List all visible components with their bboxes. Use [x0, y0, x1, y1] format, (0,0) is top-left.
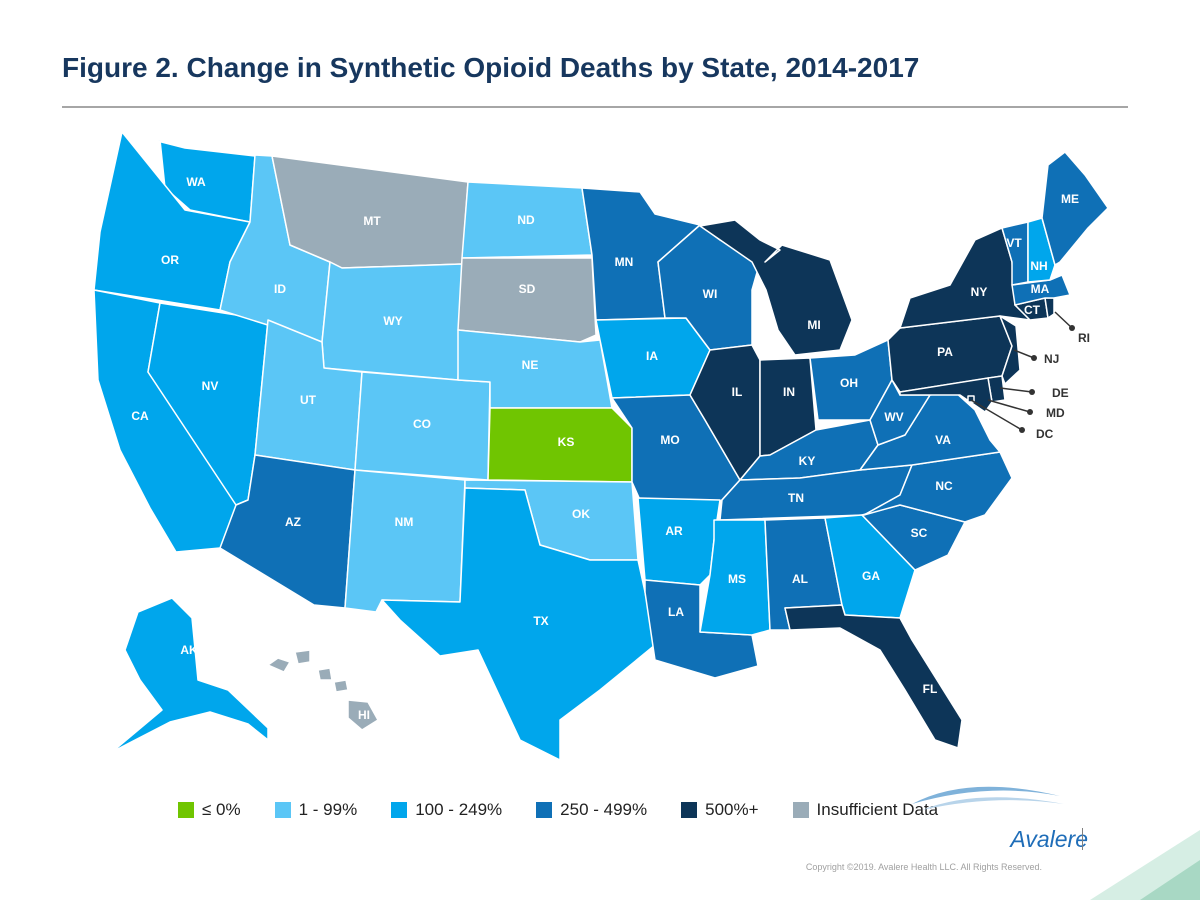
legend-item: 1 - 99% [274, 800, 358, 820]
svg-text:FL: FL [923, 682, 938, 696]
brand-logo: Avalere [1010, 826, 1088, 853]
svg-text:DE: DE [1052, 386, 1069, 400]
state-NC[interactable] [863, 451, 1013, 523]
svg-text:LA: LA [668, 605, 684, 619]
state-HI[interactable] [267, 649, 379, 731]
svg-text:WI: WI [703, 287, 718, 301]
svg-text:MO: MO [660, 433, 679, 447]
svg-text:IN: IN [783, 385, 795, 399]
legend-item: Insufficient Data [792, 800, 939, 820]
svg-text:MI: MI [807, 318, 820, 332]
brand-swoosh-logo [912, 786, 1064, 810]
state-NH[interactable] [1027, 217, 1056, 283]
state-MD[interactable] [899, 377, 993, 413]
state-MA[interactable] [1011, 274, 1071, 306]
legend-item: 250 - 499% [536, 800, 647, 820]
svg-text:HI: HI [358, 708, 370, 722]
svg-text:NH: NH [1030, 259, 1047, 273]
copyright-text: Copyright ©2019. Avalere Health LLC. All… [805, 862, 1042, 872]
state-AR[interactable] [637, 497, 721, 586]
svg-text:ID: ID [274, 282, 286, 296]
svg-text:MN: MN [615, 255, 634, 269]
legend-label: 100 - 249% [415, 800, 503, 819]
svg-text:AL: AL [792, 572, 808, 586]
svg-text:OK: OK [572, 507, 590, 521]
state-VT[interactable] [1001, 221, 1029, 286]
legend-label: 250 - 499% [560, 800, 648, 819]
brand-name: Avalere [1010, 826, 1088, 852]
svg-text:SC: SC [911, 526, 928, 540]
state-ME[interactable] [1041, 151, 1109, 266]
svg-text:IL: IL [732, 385, 743, 399]
state-NJ[interactable] [999, 315, 1021, 385]
svg-text:TX: TX [533, 614, 548, 628]
svg-text:OH: OH [840, 376, 858, 390]
state-AK[interactable] [111, 597, 269, 753]
svg-text:NE: NE [522, 358, 539, 372]
state-LA[interactable] [644, 579, 759, 679]
legend-swatch [391, 802, 408, 818]
svg-text:MS: MS [728, 572, 746, 586]
svg-text:GA: GA [862, 569, 880, 583]
brand-divider [1082, 828, 1083, 850]
state-SD[interactable] [457, 257, 597, 343]
legend-label: ≤ 0% [202, 800, 241, 819]
svg-text:NV: NV [202, 379, 219, 393]
legend-swatch [274, 802, 291, 818]
state-NM[interactable] [344, 469, 466, 613]
svg-text:MT: MT [363, 214, 381, 228]
legend-swatch [792, 802, 809, 818]
svg-text:TN: TN [788, 491, 804, 505]
svg-text:PA: PA [937, 345, 953, 359]
page-title: Figure 2. Change in Synthetic Opioid Dea… [62, 52, 920, 83]
svg-text:WA: WA [186, 175, 206, 189]
corner-decoration [1090, 830, 1200, 900]
svg-text:KS: KS [558, 435, 575, 449]
legend-swatch [178, 802, 194, 818]
svg-text:IA: IA [646, 349, 658, 363]
svg-text:WV: WV [884, 410, 903, 424]
svg-text:NY: NY [971, 285, 988, 299]
us-map: WA OR CA NV ID MT WY UT AZ CO NM ND SD N… [93, 131, 1109, 761]
svg-text:ND: ND [517, 213, 535, 227]
svg-text:NM: NM [395, 515, 414, 529]
svg-text:AK: AK [180, 643, 198, 657]
svg-text:AR: AR [665, 524, 683, 538]
legend-item: 100 - 249% [391, 800, 502, 820]
svg-text:NC: NC [935, 479, 953, 493]
legend-label: 500%+ [705, 800, 759, 819]
svg-text:SD: SD [519, 282, 536, 296]
legend-item: ≤ 0% [178, 800, 241, 820]
svg-text:OR: OR [161, 253, 179, 267]
svg-text:VA: VA [935, 433, 951, 447]
svg-text:CO: CO [413, 417, 431, 431]
state-MI[interactable] [699, 219, 853, 356]
svg-text:WY: WY [383, 314, 402, 328]
svg-text:AZ: AZ [285, 515, 301, 529]
title-divider [62, 106, 1128, 108]
legend: ≤ 0% 1 - 99% 100 - 249% 250 - 499% 500%+ Insu… [178, 800, 972, 820]
legend-label: Insufficient Data [816, 800, 939, 819]
svg-text:NJ: NJ [1044, 352, 1059, 366]
svg-text:MA: MA [1031, 282, 1050, 296]
svg-text:RI: RI [1078, 331, 1090, 345]
legend-item: 500%+ [681, 800, 759, 820]
svg-text:MD: MD [1046, 406, 1065, 420]
svg-text:CT: CT [1024, 303, 1041, 317]
state-FL[interactable] [784, 604, 963, 749]
svg-text:UT: UT [300, 393, 317, 407]
svg-text:VT: VT [1006, 236, 1022, 250]
legend-label: 1 - 99% [298, 800, 358, 819]
svg-text:CA: CA [131, 409, 149, 423]
svg-text:KY: KY [799, 454, 816, 468]
state-TX[interactable] [381, 487, 656, 761]
legend-swatch [536, 802, 553, 818]
svg-text:DC: DC [1036, 427, 1054, 441]
legend-swatch [681, 802, 698, 818]
svg-text:ME: ME [1061, 192, 1079, 206]
